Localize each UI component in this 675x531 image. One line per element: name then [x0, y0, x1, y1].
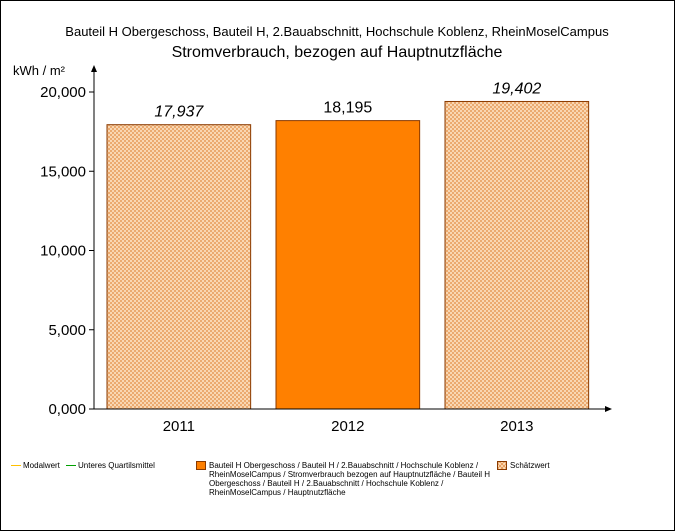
legend-item: Unteres Quartilsmittel [66, 461, 186, 470]
bar-2013 [444, 100, 590, 410]
legend-item: Bauteil H Obergeschoss / Bauteil H / 2.B… [196, 461, 496, 497]
bar-2011 [106, 124, 252, 410]
data-label-2012: 18,195 [323, 100, 372, 117]
x-tick-label-2011: 2011 [163, 418, 195, 435]
x-tick-label-2012: 2012 [331, 418, 364, 435]
legend-item: Schätzwert [497, 461, 597, 470]
legend-swatch [11, 465, 21, 466]
y-axis-arrow [91, 65, 97, 72]
legend-label: Schätzwert [510, 461, 550, 470]
chart-subtitle: Bauteil H Obergeschoss, Bauteil H, 2.Bau… [65, 24, 609, 39]
legend-swatch [497, 461, 507, 470]
legend-label: Bauteil H Obergeschoss / Bauteil H / 2.B… [209, 461, 491, 497]
chart: Bauteil H Obergeschoss, Bauteil H, 2.Bau… [13, 24, 612, 435]
y-tick-label: 20,000 [40, 84, 86, 101]
legend-label: Unteres Quartilsmittel [78, 461, 155, 470]
legend: Modalwert Unteres Quartilsmittel Bauteil H… [11, 461, 671, 526]
y-tick-label: 0,000 [48, 401, 86, 418]
data-label-2011: 17,937 [154, 104, 204, 121]
x-tick-label-2013: 2013 [500, 418, 533, 435]
y-tick-label: 10,000 [40, 243, 86, 260]
x-axis-arrow [605, 406, 612, 412]
bar-2012 [275, 120, 421, 410]
y-axis-label: kWh / m² [13, 63, 66, 78]
legend-label: Modalwert [23, 461, 60, 470]
legend-swatch [196, 461, 206, 470]
y-tick-label: 15,000 [40, 163, 86, 180]
legend-swatch [66, 465, 76, 466]
y-tick-label: 5,000 [48, 322, 86, 339]
chart-title: Stromverbrauch, bezogen auf Hauptnutzflä… [172, 44, 503, 61]
data-label-2013: 19,402 [492, 80, 541, 97]
legend-item: Modalwert [11, 461, 66, 470]
